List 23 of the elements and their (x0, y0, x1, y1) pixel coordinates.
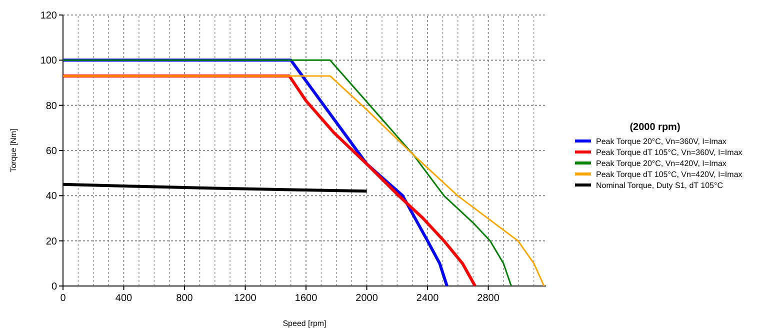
y-tick-label: 0 (51, 282, 58, 292)
legend-label: Peak Torque 20°C, Vn=420V, I=Imax (596, 159, 726, 168)
y-tick-label: 80 (46, 100, 58, 112)
x-axis-title: Speed [rpm] (282, 319, 326, 328)
x-tick-label: 2800 (477, 293, 500, 304)
y-tick-label: 40 (46, 191, 58, 202)
legend-label: Peak Torque dT 105°C, Vn=420V, I=Imax (596, 170, 742, 179)
y-tick-label: 60 (46, 146, 58, 157)
legend-label: Peak Torque 20°C, Vn=360V, I=Imax (596, 137, 726, 146)
x-tick-label: 2000 (356, 293, 378, 304)
x-tick-label: 1600 (294, 293, 318, 304)
y-tick-label: 120 (40, 10, 58, 22)
y-tick-label: 100 (40, 56, 58, 67)
x-tick-label: 400 (115, 293, 133, 304)
legend-label: Nominal Torque, Duty S1, dT 105°C (596, 181, 724, 190)
y-tick-label: 20 (46, 236, 58, 248)
x-tick-label: 0 (60, 293, 66, 304)
x-tick-label: 800 (176, 293, 194, 304)
x-tick-label: 2400 (416, 293, 440, 304)
legend-title: (2000 rpm) (630, 122, 680, 133)
x-tick-label: 1200 (234, 293, 257, 304)
y-axis-title: Torque [Nm] (9, 128, 18, 172)
legend-label: Peak Torque dT 105°C, Vn=360V, I=Imax (596, 148, 742, 157)
